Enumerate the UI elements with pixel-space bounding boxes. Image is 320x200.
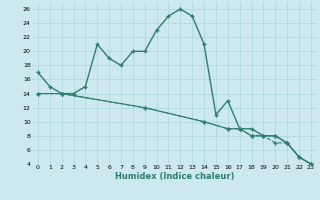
X-axis label: Humidex (Indice chaleur): Humidex (Indice chaleur): [115, 172, 234, 181]
